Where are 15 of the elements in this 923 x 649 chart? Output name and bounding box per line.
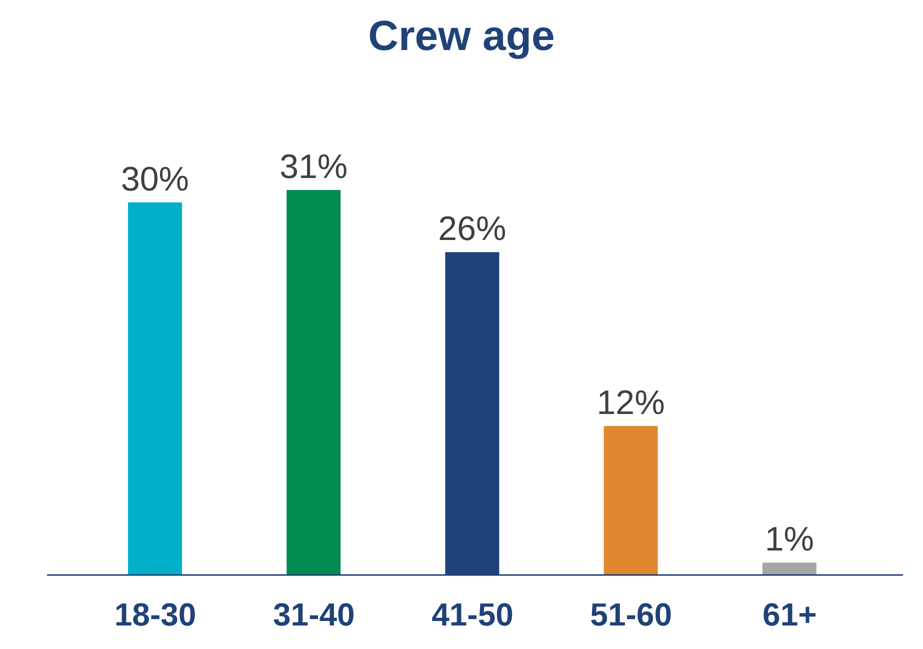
bar — [286, 190, 341, 575]
data-label: 26% — [438, 210, 506, 248]
x-tick-label: 18-30 — [114, 596, 196, 633]
bar — [604, 426, 658, 575]
data-label: 30% — [120, 160, 190, 198]
x-tick-label: 61+ — [762, 596, 817, 633]
bar — [762, 562, 816, 575]
data-label: 31% — [280, 148, 348, 186]
data-label: 12% — [596, 384, 665, 422]
x-tick-label: 51-60 — [590, 596, 672, 633]
bar — [128, 202, 182, 575]
x-tick-label: 31-40 — [272, 596, 355, 633]
x-tick-label: 41-50 — [432, 596, 514, 633]
data-label: 1% — [764, 520, 814, 559]
chart-title: Crew age — [367, 11, 556, 61]
